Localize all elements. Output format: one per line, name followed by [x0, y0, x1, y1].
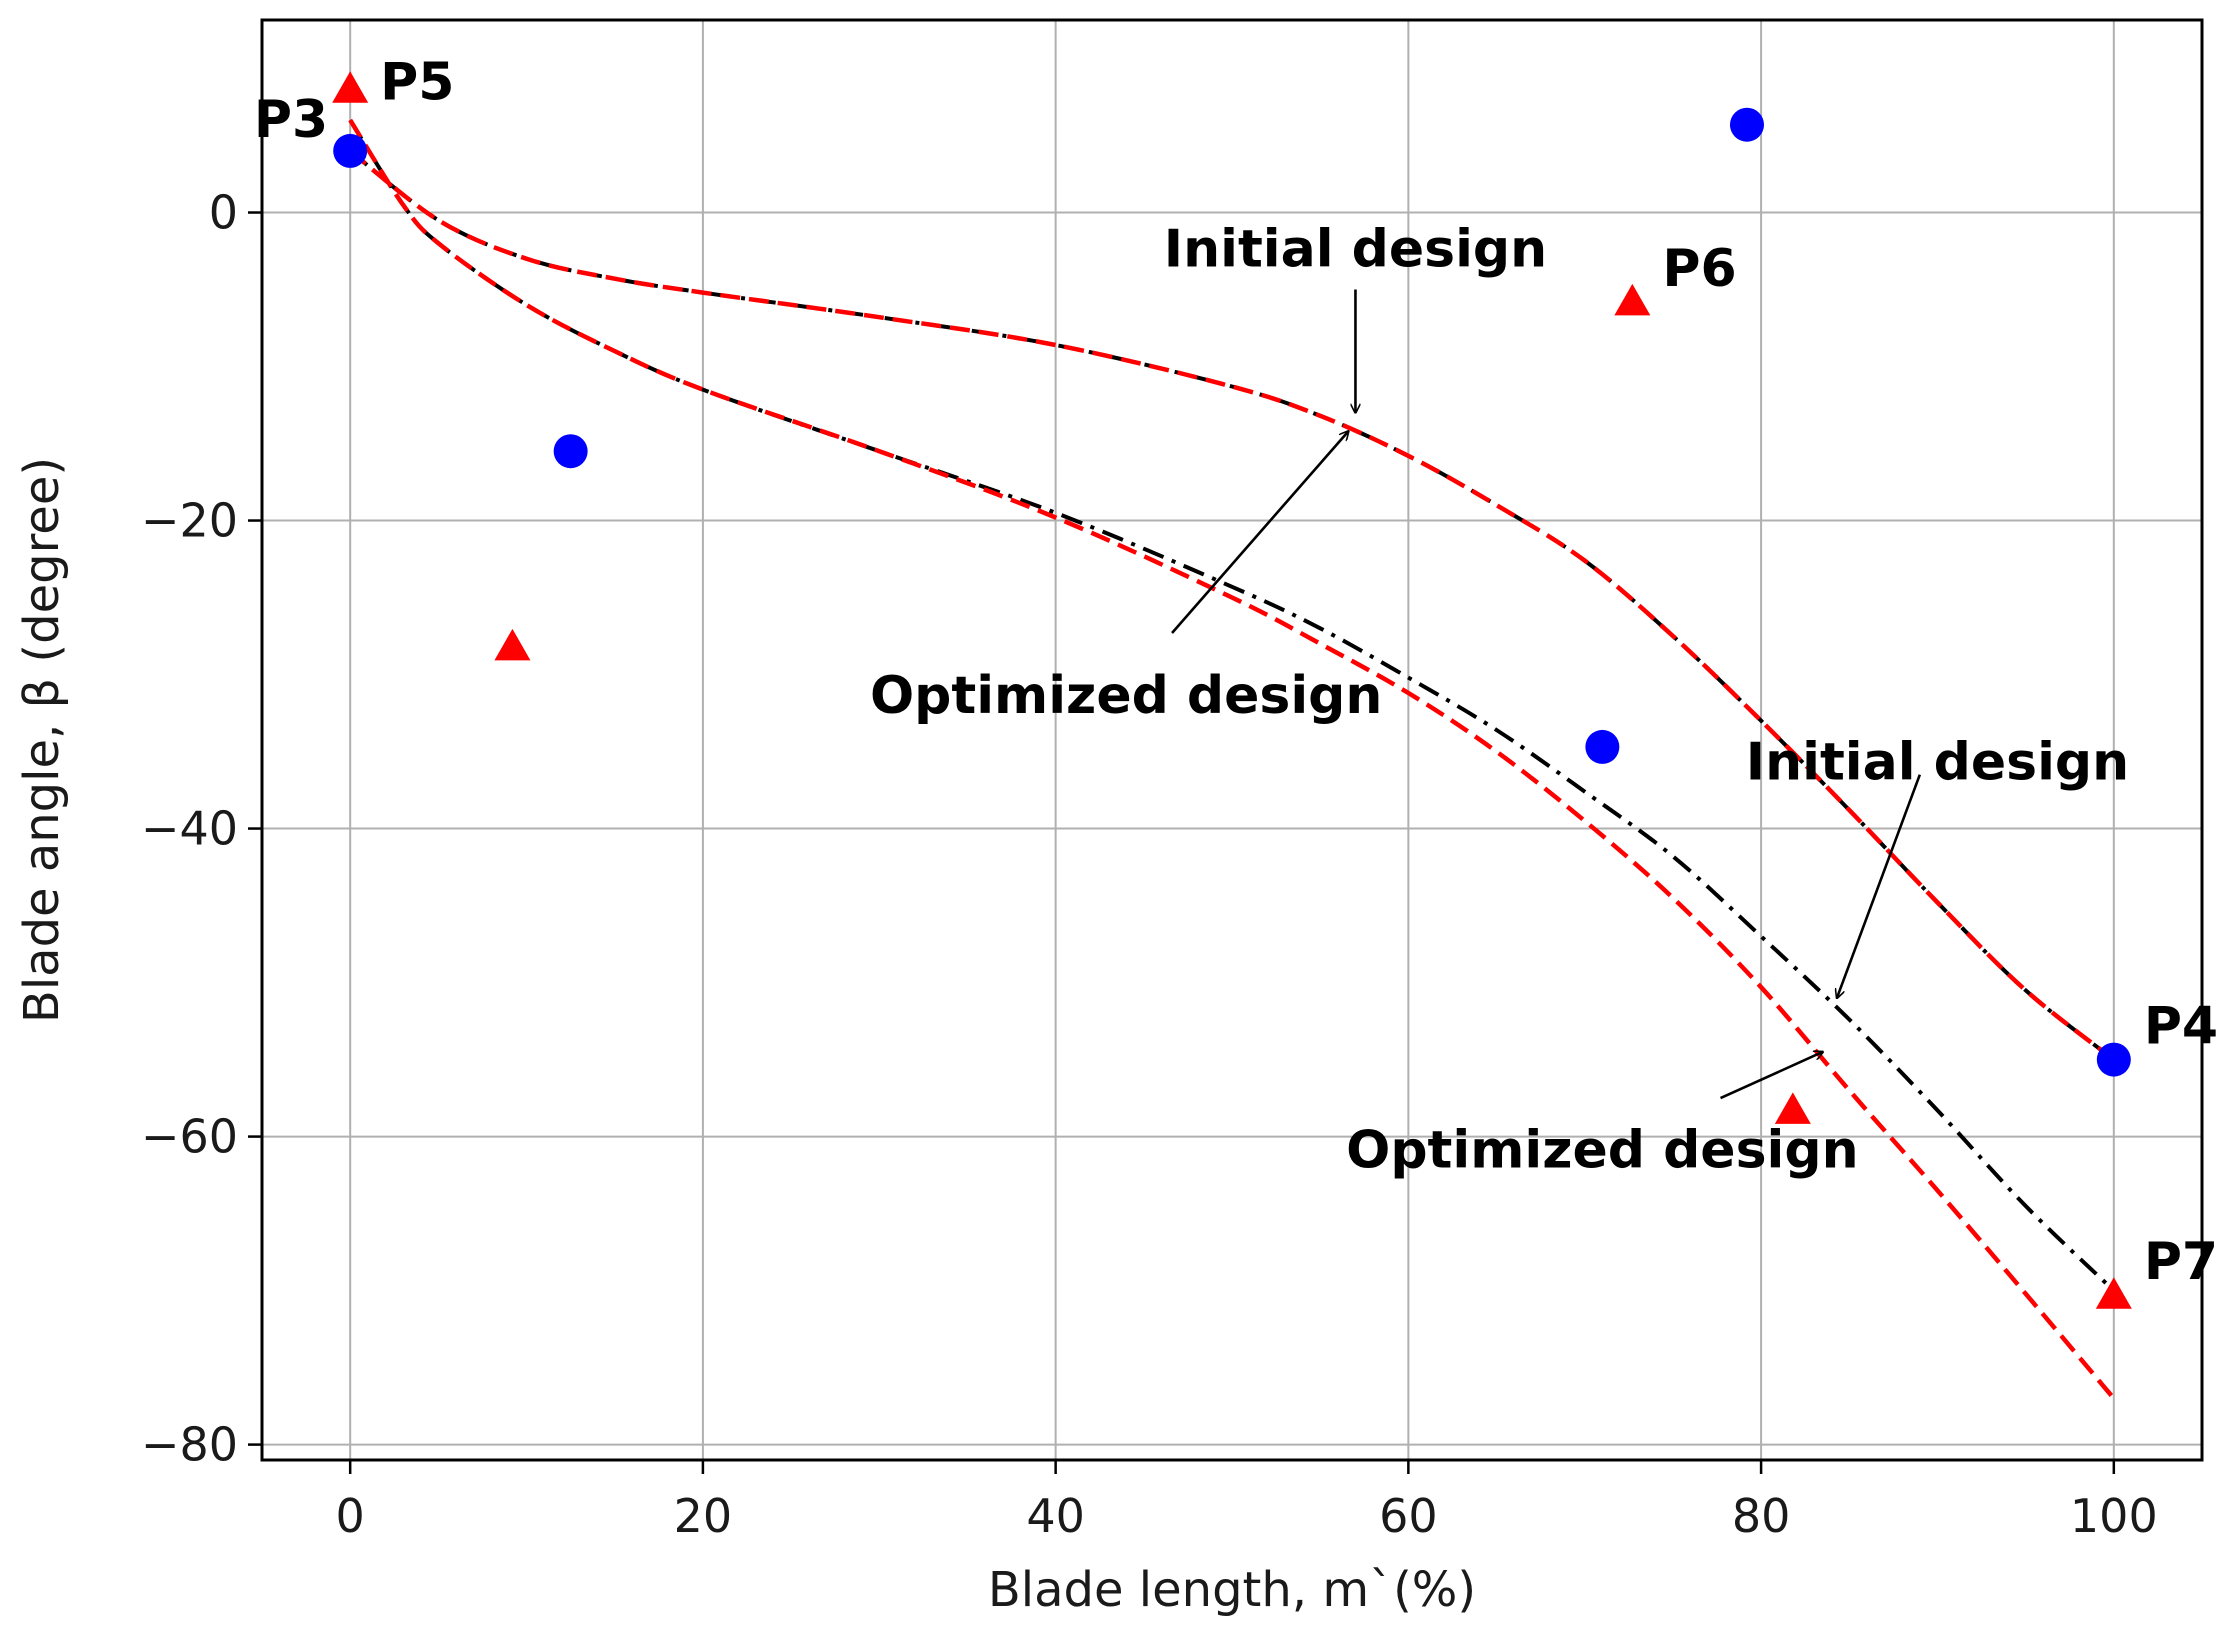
marker-P7 — [2095, 1277, 2132, 1309]
annotation-arrow-2 — [1837, 774, 1922, 998]
point-label-P4: P4 — [2144, 997, 2218, 1057]
annotation-label-0: Initial design — [1164, 219, 1547, 279]
annotation-label-3: Optimized design — [1346, 1120, 1858, 1180]
annotation-layer: Initial design Optimized design Initial de… — [870, 219, 2129, 1180]
marker-circle-ctrl-2 — [1585, 729, 1620, 764]
x-axis-title: Blade length, m`(%) — [988, 1562, 1476, 1618]
x-tick-label: 20 — [674, 1489, 733, 1543]
annotation-label-1: Optimized design — [870, 666, 1382, 726]
marker-P4 — [2096, 1042, 2131, 1077]
series-line-1 — [348, 149, 2116, 1062]
annotation-label-2: Initial design — [1746, 732, 2129, 792]
plot-frame — [260, 18, 2204, 1462]
x-tick-label: 40 — [1026, 1489, 1085, 1543]
y-tick-label: 0 — [209, 186, 238, 240]
series-line-2 — [348, 119, 2116, 1293]
marker-layer: P3 P4 P5 P6 P7 — [254, 52, 2218, 1309]
annotation-arrow-1 — [1171, 431, 1348, 634]
marker-tri-ctrl-1 — [494, 628, 531, 661]
marker-circle-ctrl-3 — [1729, 107, 1764, 142]
series-layer — [348, 118, 2116, 1400]
y-tick-label: −60 — [141, 1110, 238, 1164]
marker-P5 — [332, 71, 369, 103]
point-label-P3: P3 — [254, 90, 328, 150]
point-label-P6: P6 — [1662, 239, 1736, 299]
marker-circle-ctrl-1 — [553, 434, 588, 469]
point-label-P7: P7 — [2144, 1232, 2218, 1292]
x-tick-label: 100 — [2070, 1489, 2158, 1543]
point-label-P5: P5 — [380, 52, 454, 112]
series-line-3 — [348, 118, 2116, 1400]
marker-P3 — [333, 133, 368, 168]
marker-tri-ctrl-2 — [1774, 1092, 1811, 1124]
y-axis-title: Blade angle, β (degree) — [14, 457, 70, 1023]
y-tick-label: −80 — [141, 1418, 238, 1472]
y-tick-label: −20 — [141, 494, 238, 548]
x-tick-label: 80 — [1732, 1489, 1791, 1543]
y-tick-label: −40 — [141, 802, 238, 856]
axis-ticks: 0 20 40 60 80 100 0 −20 −40 −60 −80 — [141, 186, 2158, 1543]
annotation-arrow-3 — [1719, 1052, 1823, 1100]
marker-P6 — [1614, 283, 1651, 316]
grid-lines — [262, 20, 2202, 1460]
x-tick-label: 60 — [1379, 1489, 1438, 1543]
x-tick-label: 0 — [336, 1489, 365, 1543]
